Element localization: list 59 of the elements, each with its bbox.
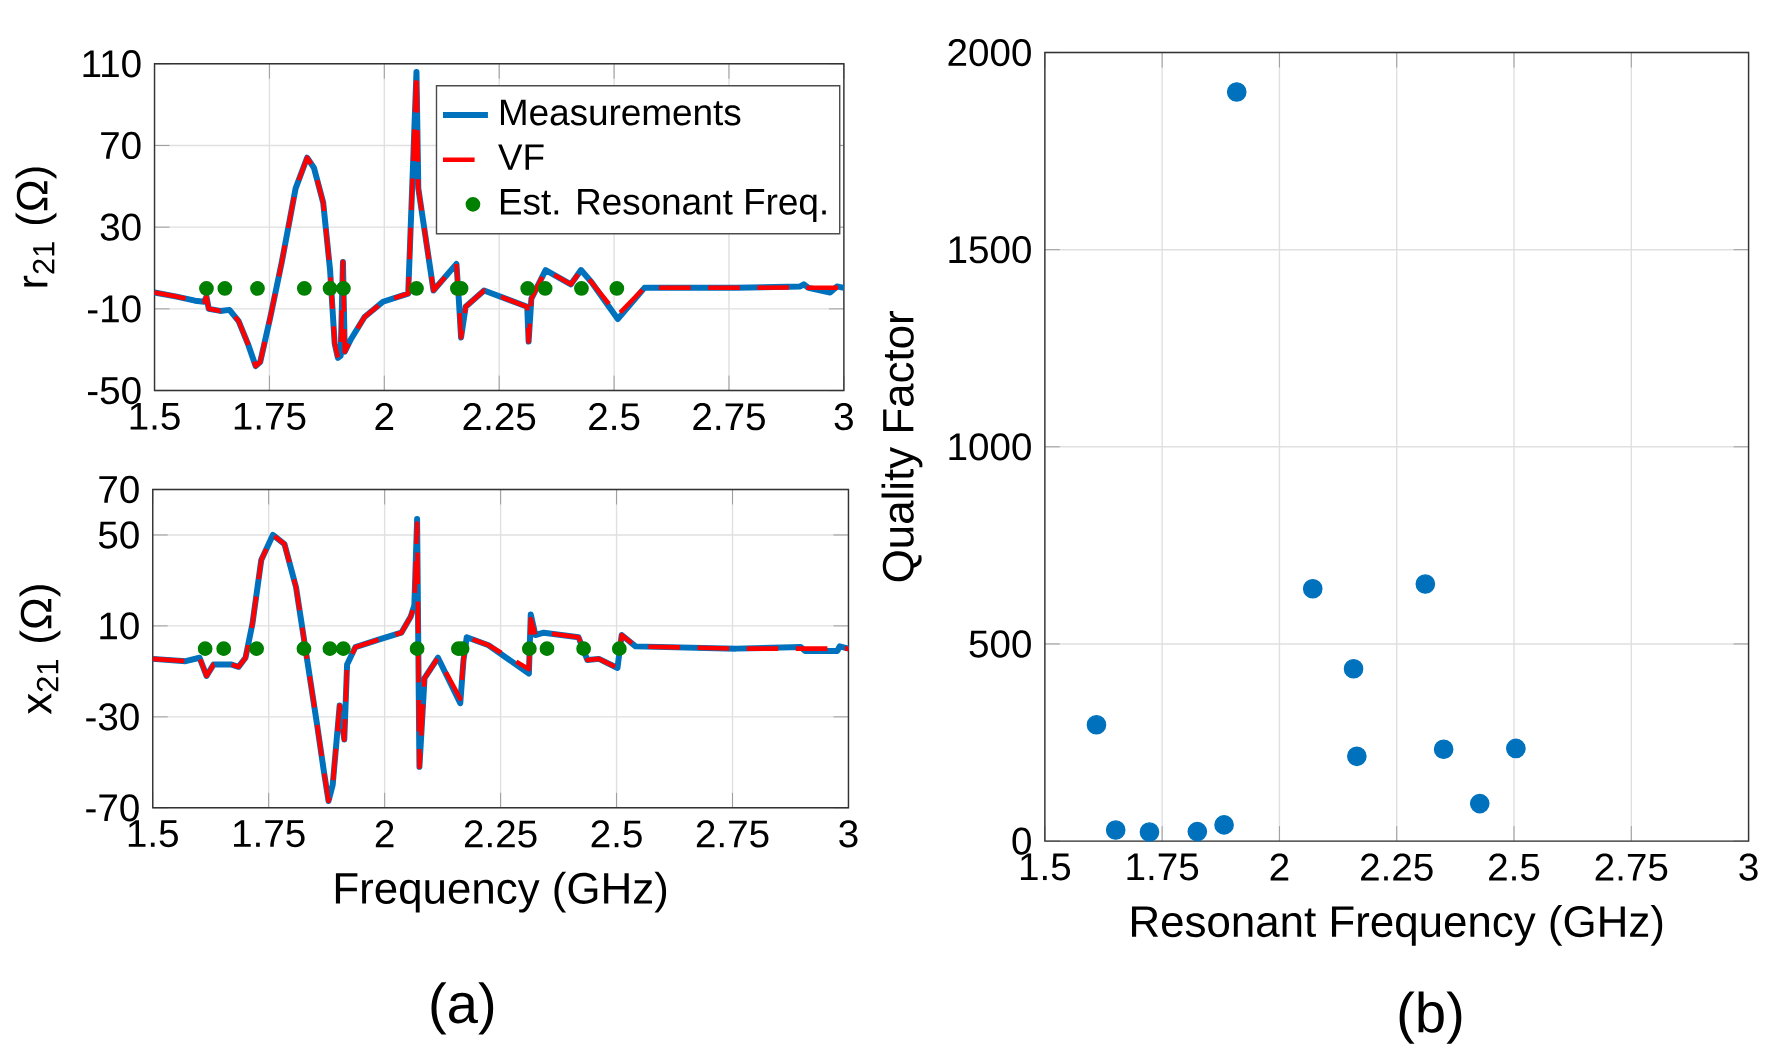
x-tick-label: 2.5 <box>591 820 642 848</box>
x-tick-label: 2.75 <box>1595 853 1668 882</box>
point <box>1469 794 1490 814</box>
point <box>1302 579 1323 599</box>
point <box>1415 574 1436 595</box>
x-tick-label: 2.5 <box>589 403 640 431</box>
y-tick-label: 1000 <box>949 433 1031 461</box>
x-tick-label: 2.5 <box>1489 853 1540 882</box>
text: (b) <box>1399 991 1462 1045</box>
x-tick-label: 3 <box>839 820 858 848</box>
y-tick-label: 2000 <box>948 39 1031 67</box>
text: (a) <box>431 982 494 1035</box>
point <box>1214 815 1234 835</box>
y-tick-label: 110 <box>83 50 141 78</box>
x-tick-label: 3 <box>834 403 853 431</box>
x-tick-label: 1.75 <box>1127 853 1199 881</box>
x-tick-label: 2.75 <box>696 820 769 848</box>
point <box>1139 822 1160 843</box>
y-tick-label: 10 <box>100 612 139 640</box>
x-tick-label: 3 <box>1739 853 1758 882</box>
point <box>1086 715 1107 735</box>
y-tick-label: 1500 <box>949 236 1031 264</box>
y-axis-title: x$_{21}$ (Ω) <box>19 585 61 715</box>
y-tick-label: -10 <box>88 295 141 323</box>
y-tick-label: 30 <box>100 213 141 242</box>
point <box>1347 746 1367 767</box>
x-axis-title: Resonant Frequency (GHz) <box>1132 905 1663 947</box>
x-tick-label: 1.75 <box>234 403 306 431</box>
legend-label: Est. Resonant Freq. <box>500 189 826 223</box>
x-tick-label: 2.75 <box>693 403 765 431</box>
point <box>1105 820 1126 841</box>
legend-label: VF <box>498 144 544 170</box>
x-tick-label: 2 <box>375 403 394 431</box>
y-tick-label: -50 <box>88 377 141 405</box>
x-tick-label: 1.5 <box>1020 853 1071 881</box>
x-axis-title: Frequency (GHz) <box>335 871 667 913</box>
x-tick-label: 1.75 <box>234 820 305 848</box>
point <box>1343 659 1364 679</box>
y-tick-label: -30 <box>86 703 139 731</box>
legend-label: Measurements <box>500 99 741 126</box>
x-tick-label: 2 <box>375 820 394 848</box>
x-tick-label: 1.5 <box>128 820 178 848</box>
y-tick-label: 50 <box>98 521 139 549</box>
point <box>1226 82 1247 103</box>
y-tick-label: 70 <box>101 132 141 160</box>
y-tick-label: 500 <box>969 630 1031 658</box>
x-tick-label: 2.25 <box>463 403 536 431</box>
point <box>1187 822 1208 842</box>
x-tick-label: 2.25 <box>1361 853 1433 882</box>
y-tick-label: -70 <box>86 794 139 822</box>
x-tick-label: 1.5 <box>130 403 180 431</box>
y-tick-label: 70 <box>99 476 139 504</box>
x-tick-label: 2.25 <box>464 820 537 848</box>
point <box>1506 738 1526 759</box>
y-tick-label: 0 <box>1012 827 1031 855</box>
y-axis-title: r$_{21}$ (Ω) <box>15 167 57 287</box>
x-tick-label: 2 <box>1270 853 1289 881</box>
y-axis-title: Quality Factor <box>881 311 923 582</box>
point <box>1433 739 1454 760</box>
